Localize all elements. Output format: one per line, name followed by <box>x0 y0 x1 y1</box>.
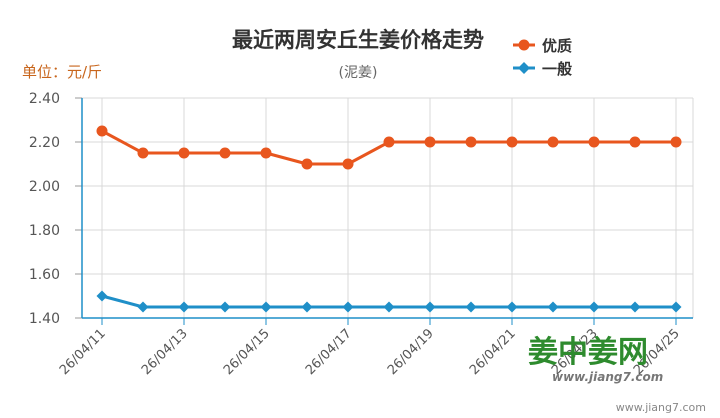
grid <box>82 97 694 318</box>
y-tick-label: 2.40 <box>29 91 60 107</box>
x-tick-label: 26/04/17 <box>303 326 355 378</box>
unit-label: 单位：元/斤 <box>22 63 102 81</box>
data-point-premium <box>219 147 231 159</box>
data-point-regular <box>424 301 436 313</box>
data-point-regular <box>547 301 559 313</box>
y-tick-label: 1.40 <box>29 311 60 327</box>
data-point-regular <box>178 301 190 313</box>
data-point-regular <box>506 301 518 313</box>
data-point-regular <box>342 301 354 313</box>
axes <box>75 97 693 325</box>
data-point-regular <box>301 301 313 313</box>
y-tick-label: 2.00 <box>29 179 60 195</box>
chart-subtitle: (泥姜) <box>339 65 378 81</box>
y-tick-label: 1.60 <box>29 267 60 283</box>
data-point-premium <box>588 136 600 148</box>
footer-url: www.jiang7.com <box>616 401 706 414</box>
x-tick-label: 26/04/19 <box>385 326 437 378</box>
x-tick-label: 26/04/15 <box>221 326 273 378</box>
y-ticks: 2.40 2.20 2.00 1.80 1.60 1.40 <box>29 91 60 327</box>
legend-label-premium: 优质 <box>542 37 572 55</box>
y-tick-label: 2.20 <box>29 135 60 151</box>
x-tick-label: 26/04/13 <box>139 326 191 378</box>
x-tick-label: 26/04/21 <box>467 326 519 378</box>
series-layer <box>96 125 682 313</box>
chart-title: 最近两周安丘生姜价格走势 <box>232 28 484 52</box>
data-point-premium <box>342 158 354 170</box>
legend-marker-regular <box>518 62 530 74</box>
data-point-premium <box>383 136 395 148</box>
data-point-premium <box>137 147 149 159</box>
data-point-premium <box>506 136 518 148</box>
watermark: 姜中姜网 www.jiang7.com www.jiang7.com <box>528 335 706 414</box>
data-point-regular <box>260 301 272 313</box>
data-point-premium <box>301 158 313 170</box>
data-point-regular <box>465 301 477 313</box>
data-point-premium <box>178 147 190 159</box>
x-tick-label: 26/04/11 <box>57 326 109 378</box>
data-point-regular <box>588 301 600 313</box>
data-point-regular <box>96 290 108 302</box>
data-point-premium <box>96 125 108 137</box>
data-point-regular <box>383 301 395 313</box>
data-point-premium <box>670 136 682 148</box>
data-point-premium <box>424 136 436 148</box>
data-point-premium <box>260 147 272 159</box>
data-point-regular <box>137 301 149 313</box>
data-point-regular <box>629 301 641 313</box>
watermark-logo: 姜中姜网 <box>528 335 648 370</box>
watermark-url: www.jiang7.com <box>552 370 663 384</box>
y-tick-label: 1.80 <box>29 223 60 239</box>
data-point-regular <box>670 301 682 313</box>
legend: 优质 一般 <box>513 37 572 78</box>
data-point-premium <box>629 136 641 148</box>
data-point-premium <box>465 136 477 148</box>
legend-label-regular: 一般 <box>542 60 572 78</box>
data-point-regular <box>219 301 231 313</box>
data-point-premium <box>547 136 559 148</box>
legend-marker-premium <box>518 39 530 51</box>
